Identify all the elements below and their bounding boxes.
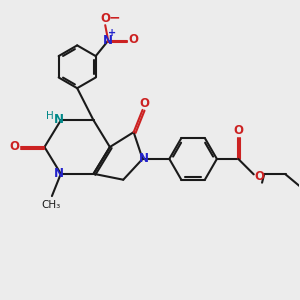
Text: CH₃: CH₃ xyxy=(42,200,61,210)
Text: N: N xyxy=(54,167,64,180)
Text: O: O xyxy=(254,170,264,183)
Text: O: O xyxy=(100,12,110,25)
Text: O: O xyxy=(128,33,138,46)
Text: O: O xyxy=(234,124,244,137)
Text: N: N xyxy=(54,113,64,126)
Text: N: N xyxy=(139,152,148,165)
Text: +: + xyxy=(108,28,116,38)
Text: O: O xyxy=(139,97,149,110)
Text: N: N xyxy=(103,34,113,47)
Text: O: O xyxy=(9,140,19,153)
Text: H: H xyxy=(46,111,53,121)
Text: −: − xyxy=(109,10,121,24)
